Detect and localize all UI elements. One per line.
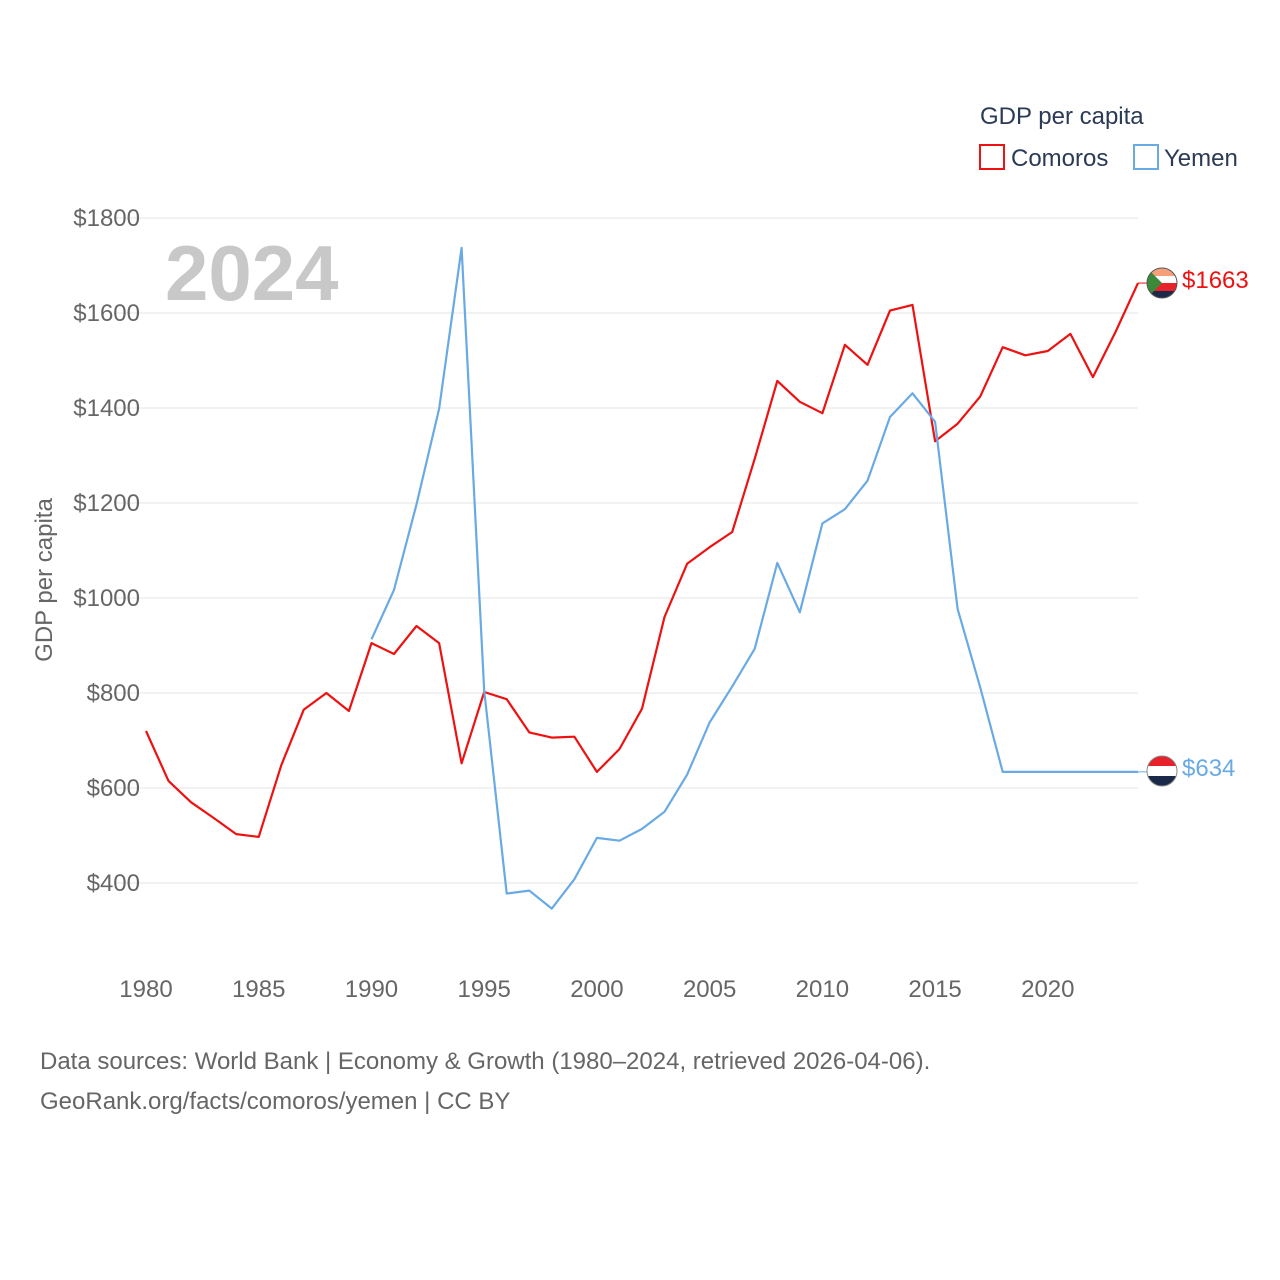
y-tick-label: $800 [87,680,140,707]
y-tick-label: $1800 [73,205,140,232]
footer-sources: Data sources: World Bank | Economy & Gro… [40,1048,931,1075]
y-tick-label: $1600 [73,300,140,327]
x-tick-label: 2005 [683,976,736,1003]
x-tick-label: 1985 [232,976,285,1003]
comoros-flag-icon [1146,267,1178,299]
y-tick-label: $400 [87,870,140,897]
footer-credit[interactable]: GeoRank.org/facts/comoros/yemen | CC BY [40,1088,511,1115]
x-tick-label: 1990 [345,976,398,1003]
x-tick-label: 2020 [1021,976,1074,1003]
y-tick-label: $600 [87,775,140,802]
x-axis-ticks: 1980 1985 1990 1995 2000 2005 2010 2015 2020 [119,976,1074,1003]
series-lines [144,246,1147,910]
y-axis-label: GDP per capita [31,498,58,662]
x-tick-label: 2000 [570,976,623,1003]
x-tick-label: 2015 [908,976,961,1003]
x-tick-label: 1995 [457,976,510,1003]
y-axis-ticks: $400 $600 $800 $1000 $1200 $1400 $1600 $1800 [73,205,140,897]
end-label-comoros: $1663 [1182,267,1249,294]
x-tick-label: 1980 [119,976,172,1003]
yemen-flag-icon [1146,755,1178,787]
y-tick-label: $1000 [73,585,140,612]
legend-swatch-comoros[interactable] [979,144,1005,170]
footer: Data sources: World Bank | Economy & Gro… [40,1042,930,1122]
legend-label-comoros[interactable]: Comoros [1011,145,1108,172]
legend-swatch-yemen[interactable] [1133,144,1159,170]
current-year-label: 2024 [165,229,339,317]
y-tick-label: $1200 [73,490,140,517]
series-line-yemen[interactable] [370,246,1139,910]
grid-lines [116,217,1138,884]
end-label-yemen: $634 [1182,755,1235,782]
legend-label-yemen[interactable]: Yemen [1164,145,1238,172]
series-line-comoros[interactable] [144,282,1139,839]
x-tick-label: 2010 [796,976,849,1003]
legend-title: GDP per capita [980,103,1144,130]
y-tick-label: $1400 [73,395,140,422]
